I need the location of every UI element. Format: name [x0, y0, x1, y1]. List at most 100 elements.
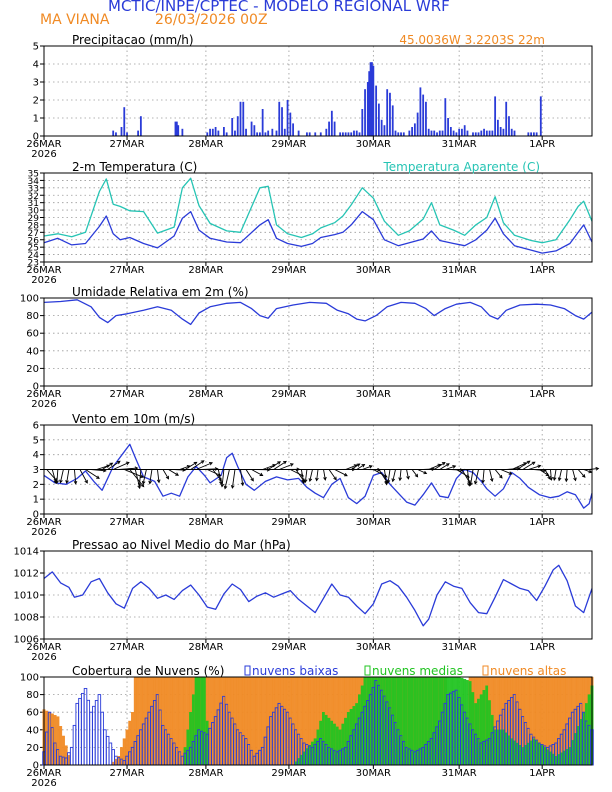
precip-xtick-label: 1APR: [529, 139, 555, 150]
precip-bar: [211, 128, 214, 136]
wind-vector-head: [259, 472, 264, 476]
wind-vector: [245, 469, 254, 482]
wind-vector: [373, 469, 387, 478]
precip-bar: [375, 85, 378, 136]
wind-vector-head: [140, 483, 145, 488]
wind-vector: [190, 460, 205, 470]
wind-vector: [583, 469, 592, 473]
precip-bar: [510, 128, 513, 136]
wind-vector: [500, 469, 512, 475]
precip-bar: [283, 128, 286, 136]
wind-vector: [383, 469, 388, 485]
wind-vector-head: [73, 480, 78, 485]
wind-vector-head: [156, 479, 161, 484]
temp-ytick-label: 23: [28, 259, 39, 269]
temp-ytick-label: 32: [28, 192, 39, 202]
wind-vector-head: [526, 460, 531, 465]
precip-bar: [139, 116, 142, 136]
wind-vector: [168, 469, 179, 476]
wind-vector-head: [116, 460, 121, 465]
precip-bar: [214, 127, 217, 136]
wind-vector-head: [343, 472, 348, 477]
wind-vector: [118, 467, 138, 470]
wind-vector: [207, 469, 221, 476]
precip-bar: [112, 130, 115, 136]
wind-vector-head: [595, 466, 600, 471]
header-title: MCTIC/INPE/CPTEC - MODELO REGIONAL WRF: [108, 0, 450, 15]
wind-vector-head: [481, 479, 485, 484]
precip-bar: [308, 132, 311, 136]
pressure-year-label: 2026: [31, 652, 56, 663]
wind-vector: [217, 469, 222, 485]
wind-vector: [387, 469, 391, 483]
precip-bar: [433, 130, 436, 136]
wind-vector: [309, 469, 313, 482]
wind-vector: [356, 464, 365, 470]
cloud-bar-nuvens-baixas: [75, 702, 79, 766]
cloud-bar-nuvens-baixas: [89, 711, 93, 766]
wind-vector-head: [549, 477, 554, 481]
cloud-legend-swatch: [482, 665, 489, 676]
temp-xtick-label: 26MAR: [26, 265, 61, 276]
wind-vector-head: [377, 467, 382, 472]
clouds-ytick-label: 60: [26, 708, 39, 719]
precip-bar: [306, 132, 308, 136]
pressure-xtick-label: 28MAR: [188, 642, 223, 653]
wind-vector: [456, 469, 470, 478]
rh-ytick-label: 100: [20, 294, 39, 305]
precip-bar: [411, 127, 414, 136]
wind-vector-head: [508, 471, 513, 475]
cloud-bar-nuvens-baixas: [108, 742, 113, 766]
wind-vector-head: [84, 479, 88, 484]
wind-vector: [323, 469, 326, 480]
wind-vector-head: [386, 479, 391, 484]
precip-bar: [364, 89, 366, 136]
wind-vector-head: [296, 467, 301, 472]
precip-bar: [361, 109, 364, 136]
precip-bar: [236, 116, 239, 136]
clouds-ytick-label: 0: [33, 761, 39, 772]
wind-vector: [79, 469, 88, 484]
precip-bar: [430, 130, 433, 136]
precip-bar: [366, 82, 369, 136]
precip-frame: [43, 45, 593, 137]
wind-vector-head: [581, 474, 586, 478]
precip-bar: [394, 130, 397, 136]
precip-bar: [222, 127, 225, 136]
precip-bar: [355, 130, 358, 136]
wind-vector-head: [214, 467, 219, 471]
precip-bar: [425, 101, 427, 136]
wind-vector-head: [125, 461, 130, 466]
wind-vector-head: [564, 478, 569, 483]
precip-bar: [339, 132, 342, 136]
wind-vector-head: [315, 477, 319, 482]
temp-series-line: [43, 210, 593, 254]
wind-vector: [558, 469, 562, 481]
wind-vector-head: [516, 466, 521, 471]
temp-ytick-label: 24: [28, 251, 40, 261]
wind-ytick-label: 6: [33, 421, 39, 432]
precip-bar: [383, 125, 386, 136]
precip-ytick-label: 5: [33, 42, 39, 53]
wind-vector: [474, 469, 479, 484]
precip-bar: [391, 105, 394, 136]
rh-xtick-label: 29MAR: [271, 389, 306, 400]
precip-bar: [488, 130, 491, 136]
precip-bar: [123, 107, 126, 136]
wind-vector: [231, 469, 236, 489]
wind-vector: [113, 462, 130, 470]
precip-xtick-label: 28MAR: [188, 139, 223, 150]
clouds-ytick-label: 80: [26, 690, 39, 701]
wind-vector: [273, 461, 287, 470]
wind-vector-head: [441, 461, 446, 466]
wind-vector-head: [398, 477, 402, 482]
precip-bar: [474, 132, 477, 136]
wind-vector: [528, 465, 541, 470]
wind-vector-head: [209, 462, 213, 466]
wind-vector: [482, 469, 485, 483]
cloud-legend-label: nuvens baixas: [252, 664, 338, 678]
wind-vector: [445, 465, 456, 470]
wind-ytick-label: 5: [33, 435, 39, 446]
wind-ytick-label: 4: [33, 450, 39, 461]
pressure-ytick-label: 1006: [14, 635, 39, 646]
